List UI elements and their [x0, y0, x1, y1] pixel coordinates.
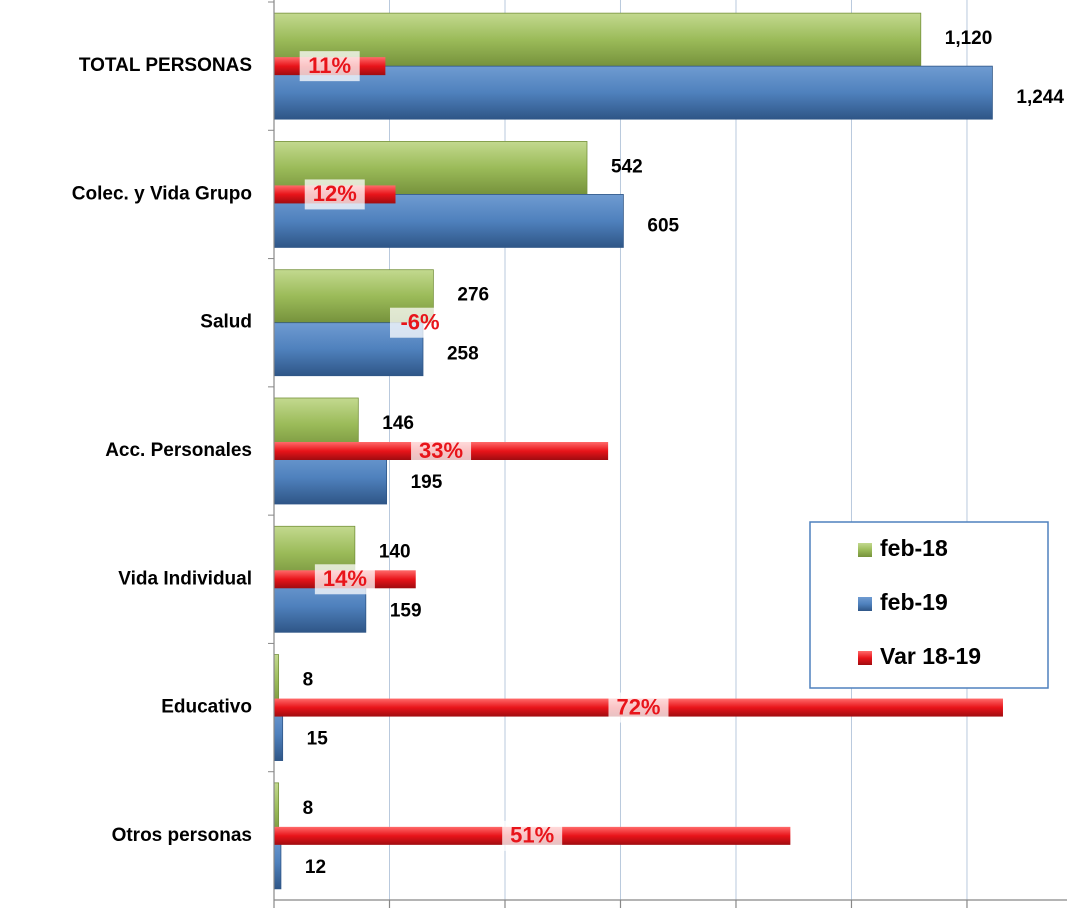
value-label: 1,120: [945, 28, 993, 49]
value-label: 542: [611, 156, 643, 177]
value-label: 8: [303, 670, 314, 691]
value-label: 51%: [510, 823, 554, 848]
y-tick-label: TOTAL PERSONAS: [79, 55, 252, 76]
bar: [274, 65, 993, 120]
y-tick-label: Salud: [200, 312, 252, 333]
value-label: 33%: [419, 438, 463, 463]
y-tick-label: Educativo: [161, 697, 252, 718]
legend-swatch: [858, 543, 872, 557]
value-label: 195: [411, 472, 443, 493]
value-label: 14%: [323, 566, 367, 591]
value-label: 72%: [616, 694, 660, 719]
value-label-bg: [314, 564, 375, 595]
value-label: 258: [447, 344, 479, 365]
value-label-bg: [502, 820, 563, 851]
legend-swatch: [858, 597, 872, 611]
y-tick-label: Acc. Personales: [105, 440, 252, 461]
legend-box: [809, 521, 1049, 689]
value-label: 605: [647, 215, 679, 236]
value-label-bg: [411, 436, 472, 466]
value-label: 159: [390, 600, 422, 621]
y-tick-label: Colec. y Vida Grupo: [72, 183, 252, 204]
value-label-bg: [299, 51, 360, 82]
value-label: -6%: [400, 310, 439, 335]
legend-swatch: [858, 651, 872, 665]
legend-label: feb-18: [880, 535, 948, 561]
y-tick-label: Vida Individual: [118, 568, 252, 589]
value-label: 8: [303, 798, 314, 819]
value-label: 140: [379, 541, 411, 562]
value-label: 12: [305, 857, 326, 878]
value-label: 276: [457, 285, 489, 306]
value-label-bg: [304, 179, 365, 210]
value-label: 12%: [313, 181, 357, 206]
value-label: 146: [382, 413, 414, 434]
y-tick-label: Otros personas: [112, 825, 252, 846]
value-label-bg: [390, 307, 450, 338]
value-label: 1,244: [1016, 87, 1064, 108]
legend-label: Var 18-19: [880, 643, 981, 669]
value-label: 11%: [308, 53, 351, 78]
value-label: 15: [307, 729, 329, 750]
value-label-bg: [608, 692, 669, 723]
legend-label: feb-19: [880, 589, 948, 615]
plot-area: [274, 12, 1003, 890]
